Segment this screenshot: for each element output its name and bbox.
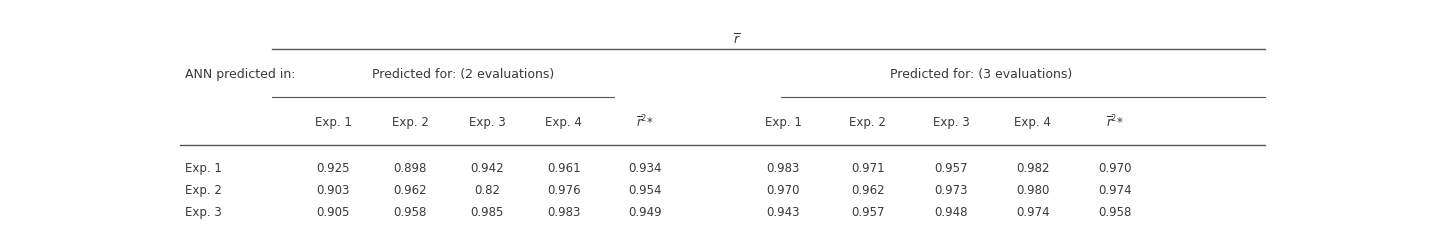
Text: 0.970: 0.970 — [766, 183, 800, 196]
Text: 0.957: 0.957 — [934, 161, 969, 174]
Text: 0.985: 0.985 — [470, 205, 504, 218]
Text: 0.903: 0.903 — [316, 183, 351, 196]
Text: Exp. 1: Exp. 1 — [185, 161, 223, 174]
Text: 0.913: 0.913 — [628, 227, 662, 229]
Text: 0.971: 0.971 — [851, 161, 885, 174]
Text: 0.953: 0.953 — [766, 227, 800, 229]
Text: 0.974: 0.974 — [1016, 205, 1049, 218]
Text: $\overline{r}$: $\overline{r}$ — [733, 33, 740, 47]
Text: Exp. 4: Exp. 4 — [1015, 115, 1050, 128]
Text: 0.942: 0.942 — [470, 161, 504, 174]
Text: 0.957: 0.957 — [851, 205, 885, 218]
Text: 0.898: 0.898 — [394, 161, 427, 174]
Text: 0.962: 0.962 — [851, 183, 885, 196]
Text: 0.980: 0.980 — [1016, 183, 1049, 196]
Text: ANN predicted in:: ANN predicted in: — [185, 68, 296, 81]
Text: 0.880: 0.880 — [316, 227, 351, 229]
Text: 0.954: 0.954 — [628, 183, 662, 196]
Text: 0.925: 0.925 — [316, 161, 351, 174]
Text: Exp. 4: Exp. 4 — [546, 115, 582, 128]
Text: Exp. 2: Exp. 2 — [392, 115, 428, 128]
Text: 0.943: 0.943 — [766, 205, 800, 218]
Text: 0.82: 0.82 — [474, 183, 500, 196]
Text: 0.970: 0.970 — [1098, 161, 1132, 174]
Text: 0.976: 0.976 — [547, 183, 581, 196]
Text: 0.983: 0.983 — [766, 161, 800, 174]
Text: Exp. 2: Exp. 2 — [185, 183, 223, 196]
Text: 0.973: 0.973 — [934, 183, 969, 196]
Text: 0.962: 0.962 — [394, 183, 427, 196]
Text: $\overline{r}^{2}$*: $\overline{r}^{2}$* — [637, 114, 654, 130]
Text: 0.961: 0.961 — [547, 161, 581, 174]
Text: 0.905: 0.905 — [316, 205, 351, 218]
Text: 0.950: 0.950 — [934, 227, 969, 229]
Text: 0.983: 0.983 — [547, 205, 581, 218]
Text: 0.958: 0.958 — [1098, 205, 1132, 218]
Text: Exp. 3: Exp. 3 — [933, 115, 970, 128]
Text: 0.949: 0.949 — [628, 205, 662, 218]
Text: Predicted for: (3 evaluations): Predicted for: (3 evaluations) — [891, 68, 1072, 81]
Text: 0.948: 0.948 — [934, 205, 969, 218]
Text: 0.955: 0.955 — [470, 227, 504, 229]
Text: 0.969: 0.969 — [851, 227, 885, 229]
Text: Exp. 3: Exp. 3 — [185, 205, 221, 218]
Text: 0.934: 0.934 — [628, 161, 662, 174]
Text: Exp. 1: Exp. 1 — [315, 115, 352, 128]
Text: $\overline{r}^{2}$*: $\overline{r}^{2}$* — [1106, 114, 1124, 130]
Text: 0.957: 0.957 — [1098, 227, 1132, 229]
Text: 0.984: 0.984 — [547, 227, 581, 229]
Text: Exp. 3: Exp. 3 — [468, 115, 506, 128]
Text: Predicted for: (2 evaluations): Predicted for: (2 evaluations) — [372, 68, 555, 81]
Text: 0.982: 0.982 — [1016, 227, 1049, 229]
Text: 0.982: 0.982 — [1016, 161, 1049, 174]
Text: Exp. 2: Exp. 2 — [849, 115, 887, 128]
Text: 0.958: 0.958 — [394, 205, 427, 218]
Text: Exp. 1: Exp. 1 — [764, 115, 802, 128]
Text: 0.905: 0.905 — [394, 227, 427, 229]
Text: Exp. 4: Exp. 4 — [185, 227, 223, 229]
Text: 0.974: 0.974 — [1098, 183, 1132, 196]
